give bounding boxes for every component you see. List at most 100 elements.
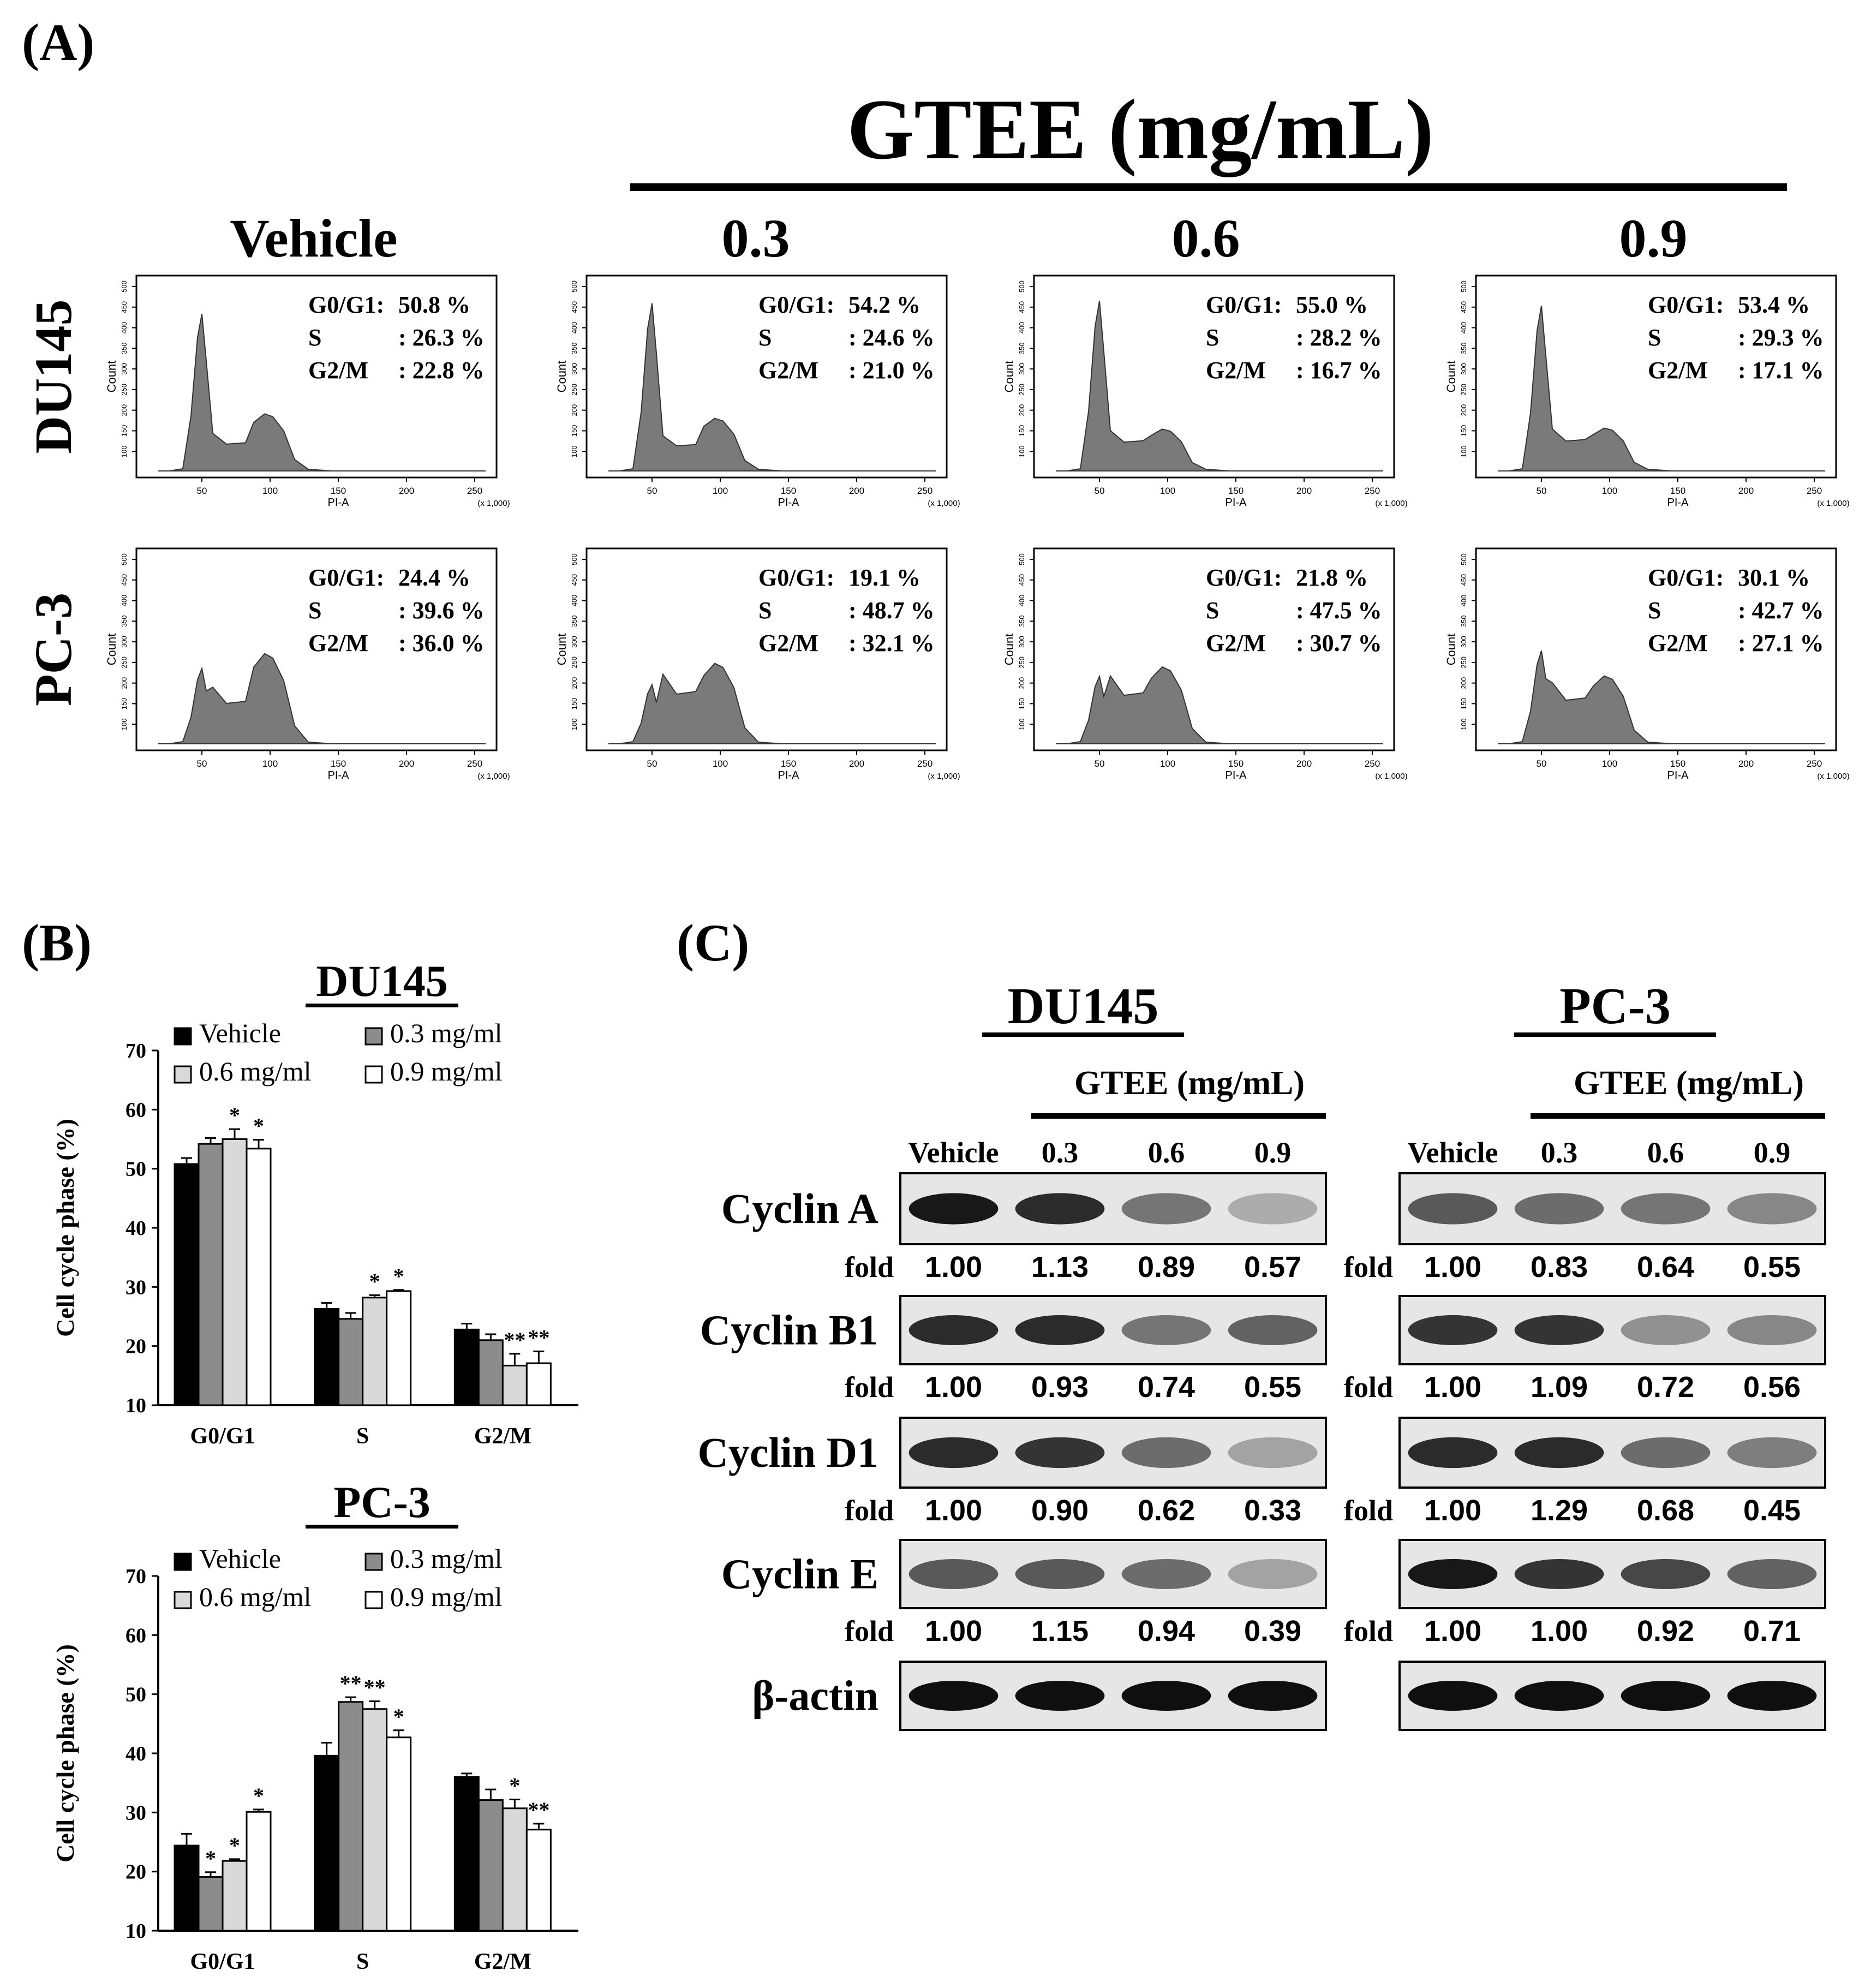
fold-value: 0.89 — [1138, 1251, 1195, 1283]
y-tick-label: 40 — [125, 1742, 146, 1765]
protein-label: Cyclin A — [721, 1185, 878, 1232]
y-tick-label: 250 — [1018, 384, 1026, 396]
phase-label: G2/M — [1648, 357, 1708, 384]
histogram-grid: Vehicle 0.3 0.6 0.9 DU145 PC-3 100 150 200 250 300… — [24, 208, 1850, 781]
y-tick-label: 70 — [125, 1040, 146, 1062]
phase-value: : 17.1 % — [1738, 357, 1824, 384]
y-tick-label: 500 — [120, 280, 128, 292]
legend-swatch — [174, 1065, 192, 1084]
protein-label: Cyclin D1 — [698, 1429, 879, 1476]
lane-label: 0.6 — [1647, 1136, 1684, 1169]
y-tick-label: 250 — [1460, 384, 1468, 396]
phase-label: G0/G1: — [1206, 564, 1282, 591]
y-tick-label: 300 — [1460, 636, 1468, 648]
y-tick-label: 350 — [120, 342, 128, 354]
lane-label: 0.3 — [1042, 1136, 1079, 1169]
protein-band — [1015, 1437, 1105, 1468]
fold-label: fold — [845, 1371, 894, 1404]
panel-b-label: (B) — [22, 914, 92, 972]
bar — [174, 1163, 200, 1406]
x-tick-label: 100 — [713, 759, 728, 769]
x-tick-label: 50 — [1537, 486, 1547, 496]
bar — [314, 1308, 340, 1406]
bar — [222, 1138, 248, 1406]
protein-band — [1727, 1559, 1817, 1589]
histogram-fill — [169, 313, 333, 471]
phase-value: : 47.5 % — [1296, 597, 1382, 624]
protein-band — [908, 1437, 999, 1468]
fold-value: 0.45 — [1743, 1494, 1801, 1527]
protein-band — [1121, 1681, 1211, 1711]
lane-label: Vehicle — [908, 1136, 999, 1169]
x-tick-label: 250 — [917, 759, 933, 769]
y-tick-label: 200 — [1460, 404, 1468, 416]
x-scale-note: (x 1,000) — [477, 499, 510, 508]
bar — [362, 1297, 388, 1406]
fold-label: fold — [845, 1615, 894, 1647]
y-axis-label: Count — [105, 634, 118, 666]
y-tick-label: 500 — [1460, 553, 1468, 565]
y-tick-label: 60 — [125, 1099, 146, 1121]
y-tick-label: 20 — [125, 1335, 146, 1358]
phase-label: G0/G1: — [1648, 564, 1724, 591]
histogram-plot: 100 150 200 250 300 350 400 450 500 Count 50 100 150… — [105, 547, 510, 781]
fold-value: 0.39 — [1244, 1615, 1301, 1647]
column-label: 0.9 — [1619, 208, 1688, 268]
x-tick-label: 100 — [1160, 486, 1175, 496]
y-axis-label: Count — [1444, 634, 1458, 666]
significance-mark: ** — [528, 1325, 549, 1350]
legend-swatch — [174, 1591, 192, 1609]
x-tick-label: 50 — [647, 759, 657, 769]
fold-value: 0.68 — [1637, 1494, 1694, 1527]
histogram-plot: 100 150 200 250 300 350 400 450 500 Count 50 100 150… — [1002, 274, 1408, 509]
bar — [477, 1339, 504, 1406]
y-tick-label: 150 — [1460, 698, 1468, 710]
x-tick-label: 150 — [331, 486, 346, 496]
x-tick-label: 250 — [1365, 486, 1380, 496]
protein-band — [1408, 1559, 1498, 1589]
y-tick-label: 500 — [1018, 280, 1026, 292]
phase-label: G2/M — [1206, 630, 1266, 656]
bar — [525, 1362, 552, 1406]
y-tick-label: 300 — [1018, 636, 1026, 648]
x-tick-label: 100 — [262, 486, 278, 496]
histogram-fill — [619, 303, 784, 471]
x-tick-label: 200 — [399, 486, 414, 496]
significance-mark: * — [229, 1833, 240, 1858]
legend-label: 0.3 mg/ml — [390, 1018, 503, 1048]
bar — [198, 1876, 224, 1932]
y-tick-label: 350 — [1018, 615, 1026, 627]
y-tick-label: 150 — [120, 698, 128, 710]
x-scale-note: (x 1,000) — [477, 772, 510, 781]
y-tick-label: 300 — [120, 363, 128, 375]
fold-value: 0.74 — [1138, 1371, 1195, 1404]
x-tick-label: 100 — [1602, 486, 1617, 496]
y-tick-label: 500 — [570, 553, 578, 565]
bar-charts: DU145 10 20 30 40 50 60 70 Cell cycle phase (%) *… — [51, 956, 578, 1974]
protein-band — [1408, 1681, 1498, 1711]
y-tick-label: 30 — [125, 1801, 146, 1824]
phase-label: S — [1648, 324, 1661, 351]
phase-label: S — [758, 324, 772, 351]
y-tick-label: 450 — [1018, 574, 1026, 586]
y-tick-label: 400 — [120, 595, 128, 607]
bar — [501, 1364, 528, 1406]
panel-a-label: (A) — [22, 13, 94, 71]
chart-title-underline — [306, 1525, 458, 1529]
phase-value: 53.4 % — [1738, 291, 1810, 318]
histogram-plot: 100 150 200 250 300 350 400 450 500 Count 50 100 150… — [105, 274, 510, 509]
legend-label: 0.6 mg/ml — [199, 1056, 312, 1086]
phase-value: 19.1 % — [848, 564, 920, 591]
y-axis-label: Count — [1444, 361, 1458, 393]
treatment-bracket-line — [1531, 1113, 1825, 1119]
x-axis-label: PI-A — [778, 769, 800, 781]
phase-label: G2/M — [758, 630, 818, 656]
phase-value: : 16.7 % — [1296, 357, 1382, 384]
column-label: Vehicle — [230, 208, 397, 268]
phase-value: : 26.3 % — [398, 324, 485, 351]
phase-label: G0/G1: — [1648, 291, 1724, 318]
legend-label: 0.3 mg/ml — [390, 1543, 503, 1574]
y-tick-label: 200 — [1460, 677, 1468, 689]
x-axis-label: PI-A — [778, 497, 800, 509]
blot-title-underline — [982, 1032, 1184, 1037]
